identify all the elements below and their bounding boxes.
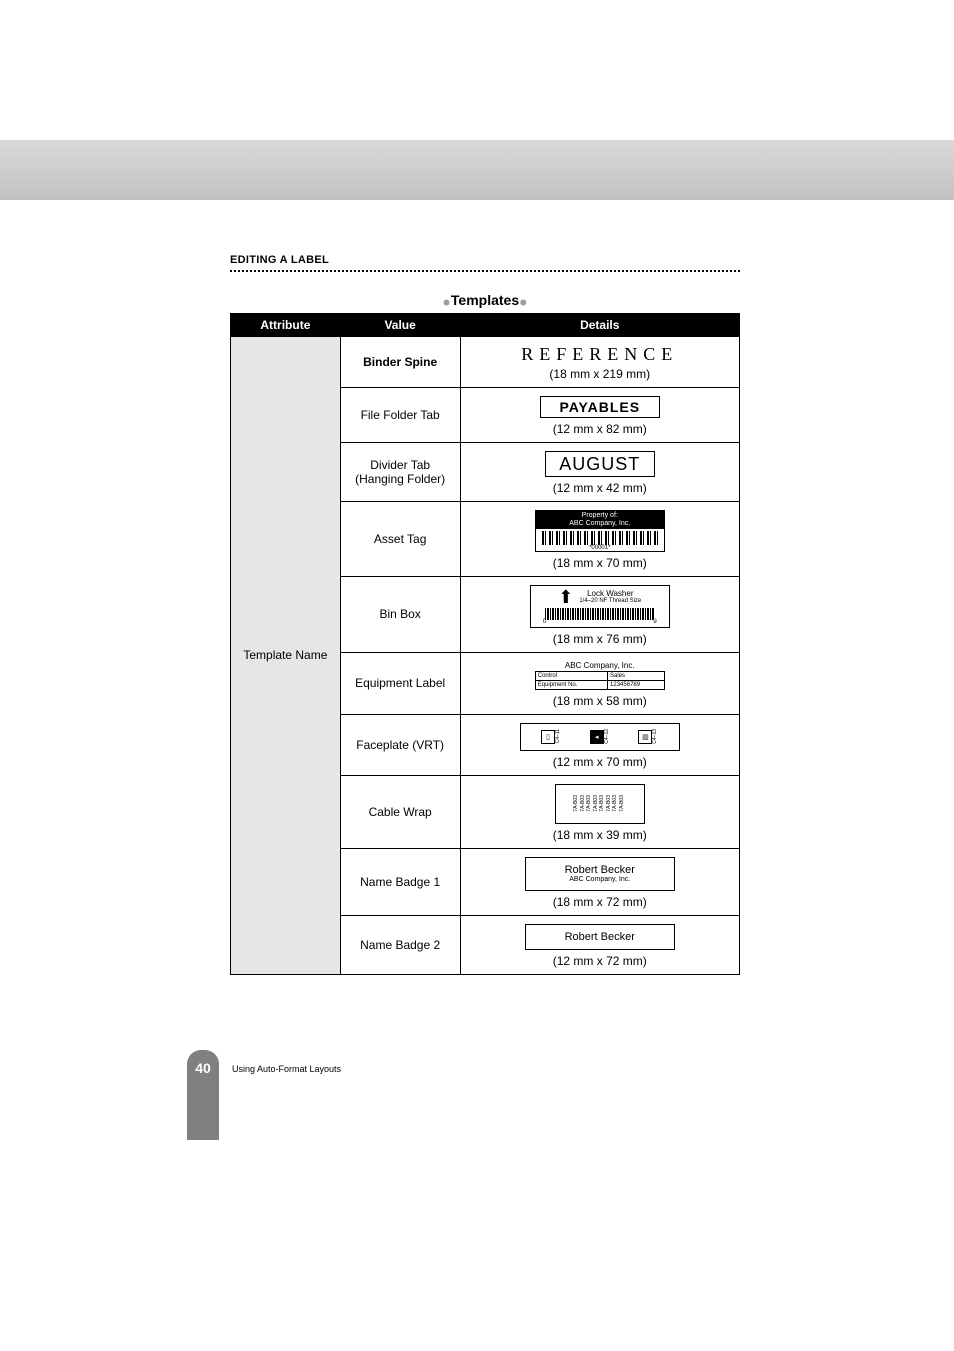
payables-preview: PAYABLES bbox=[540, 396, 660, 418]
value-cell: Bin Box bbox=[340, 576, 460, 652]
binder-spine-text: REFERENCE bbox=[521, 344, 678, 364]
dimensions-text: (12 mm x 70 mm) bbox=[553, 755, 647, 769]
asset-tag-line2: ABC Company, Inc. bbox=[536, 520, 664, 528]
top-banner bbox=[0, 140, 954, 200]
cablewrap-text: 7A-B03 bbox=[574, 795, 580, 812]
dimensions-text: (12 mm x 82 mm) bbox=[553, 422, 647, 436]
payables-text: PAYABLES bbox=[559, 399, 640, 415]
equip-cell: 123456789 bbox=[608, 680, 665, 689]
barcode-icon bbox=[545, 608, 655, 620]
page-number-tab: 40 bbox=[187, 1050, 219, 1140]
asset-tag-line1: Property of: bbox=[536, 512, 664, 520]
equipment-title: ABC Company, Inc. bbox=[535, 661, 665, 670]
details-cell: ▯ C4–11 ◂ C4–12 ▥ C4–13 bbox=[460, 714, 739, 775]
bullet-icon: ● bbox=[442, 293, 450, 309]
port-icon: ◂ bbox=[590, 730, 604, 744]
faceplate-label: C4–11 bbox=[556, 729, 561, 743]
value-cell: Name Badge 2 bbox=[340, 915, 460, 974]
value-cell: Divider Tab (Hanging Folder) bbox=[340, 443, 460, 502]
binbox-subtitle: 1/4–20 NF Thread Size bbox=[579, 598, 641, 604]
faceplate-preview: ▯ C4–11 ◂ C4–12 ▥ C4–13 bbox=[520, 723, 680, 751]
col-details: Details bbox=[460, 314, 739, 337]
details-cell: Robert Becker (12 mm x 72 mm) bbox=[460, 915, 739, 974]
badge-name: Robert Becker bbox=[565, 864, 635, 876]
cablewrap-preview: 7A-B037A-B037A-B037A-B037A-B037A-B037A-B… bbox=[555, 784, 645, 824]
details-cell: PAYABLES (12 mm x 82 mm) bbox=[460, 388, 739, 443]
page-content: EDITING A LABEL ●Templates● Attribute Va… bbox=[230, 254, 740, 975]
details-cell: ABC Company, Inc. Control Sales Equipmen… bbox=[460, 652, 739, 714]
details-cell: AUGUST (12 mm x 42 mm) bbox=[460, 443, 739, 502]
august-text: AUGUST bbox=[559, 454, 640, 475]
faceplate-label: C4–13 bbox=[653, 729, 658, 744]
value-cell: Faceplate (VRT) bbox=[340, 714, 460, 775]
value-cell: Cable Wrap bbox=[340, 775, 460, 848]
details-cell: Property of: ABC Company, Inc. *00001* (… bbox=[460, 502, 739, 576]
equip-cell: Sales bbox=[608, 671, 665, 680]
cablewrap-text: 7A-B03 bbox=[620, 795, 626, 812]
badge-company: ABC Company, Inc. bbox=[569, 876, 630, 883]
templates-table: Attribute Value Details Template Name Bi… bbox=[230, 313, 740, 974]
table-title-text: Templates bbox=[451, 292, 519, 308]
section-label: EDITING A LABEL bbox=[230, 254, 740, 266]
asset-tag-header: Property of: ABC Company, Inc. bbox=[536, 511, 664, 528]
table-title: ●Templates● bbox=[230, 292, 740, 309]
equipment-preview: ABC Company, Inc. Control Sales Equipmen… bbox=[535, 661, 665, 690]
dimensions-text: (18 mm x 58 mm) bbox=[553, 694, 647, 708]
details-cell: Robert Becker ABC Company, Inc. (18 mm x… bbox=[460, 848, 739, 915]
equip-cell: Equipment No. bbox=[535, 680, 607, 689]
equipment-mini-table: Control Sales Equipment No. 123456789 bbox=[535, 671, 665, 690]
port-icon: ▯ bbox=[541, 730, 555, 744]
value-cell: Binder Spine bbox=[340, 337, 460, 388]
dimensions-text: (18 mm x 70 mm) bbox=[553, 556, 647, 570]
cablewrap-text: 7A-B03 bbox=[587, 795, 593, 812]
footer-text: Using Auto-Format Layouts bbox=[232, 1064, 341, 1074]
table-header-row: Attribute Value Details bbox=[231, 314, 740, 337]
dimensions-text: (18 mm x 39 mm) bbox=[553, 828, 647, 842]
table-row: Template Name Binder Spine REFERENCE (18… bbox=[231, 337, 740, 388]
cablewrap-text: 7A-B03 bbox=[613, 795, 619, 812]
equip-cell: Control bbox=[535, 671, 607, 680]
page-number: 40 bbox=[195, 1060, 211, 1076]
port-icon: ▥ bbox=[638, 730, 652, 744]
arrow-up-icon: ⬆ bbox=[558, 588, 573, 606]
faceplate-label: C4–12 bbox=[605, 729, 610, 744]
badge1-preview: Robert Becker ABC Company, Inc. bbox=[525, 857, 675, 891]
cablewrap-text: 7A-B03 bbox=[600, 795, 606, 812]
dimensions-text: (18 mm x 76 mm) bbox=[553, 632, 647, 646]
value-cell: Equipment Label bbox=[340, 652, 460, 714]
badge2-preview: Robert Becker bbox=[525, 924, 675, 950]
details-cell: 7A-B037A-B037A-B037A-B037A-B037A-B037A-B… bbox=[460, 775, 739, 848]
asset-tag-preview: Property of: ABC Company, Inc. *00001* bbox=[535, 510, 665, 551]
value-cell: Name Badge 1 bbox=[340, 848, 460, 915]
details-cell: REFERENCE (18 mm x 219 mm) bbox=[460, 337, 739, 388]
bullet-icon: ● bbox=[519, 293, 527, 309]
barcode-icon bbox=[542, 531, 658, 545]
binbox-preview: ⬆ Lock Washer 1/4–20 NF Thread Size 0 9 bbox=[530, 585, 670, 628]
badge-name: Robert Becker bbox=[565, 931, 635, 943]
binbox-title: Lock Washer bbox=[579, 589, 641, 598]
value-cell: Asset Tag bbox=[340, 502, 460, 576]
attribute-cell: Template Name bbox=[231, 337, 341, 974]
dimensions-text: (18 mm x 72 mm) bbox=[553, 895, 647, 909]
asset-tag-code: *00001* bbox=[536, 545, 664, 551]
value-cell: File Folder Tab bbox=[340, 388, 460, 443]
binder-spine-preview: REFERENCE bbox=[521, 345, 678, 363]
dimensions-text: (18 mm x 219 mm) bbox=[549, 367, 650, 381]
col-value: Value bbox=[340, 314, 460, 337]
col-attribute: Attribute bbox=[231, 314, 341, 337]
dimensions-text: (12 mm x 42 mm) bbox=[553, 481, 647, 495]
details-cell: ⬆ Lock Washer 1/4–20 NF Thread Size 0 9 bbox=[460, 576, 739, 652]
dotted-rule bbox=[230, 270, 740, 272]
august-preview: AUGUST bbox=[545, 451, 655, 477]
dimensions-text: (12 mm x 72 mm) bbox=[553, 954, 647, 968]
